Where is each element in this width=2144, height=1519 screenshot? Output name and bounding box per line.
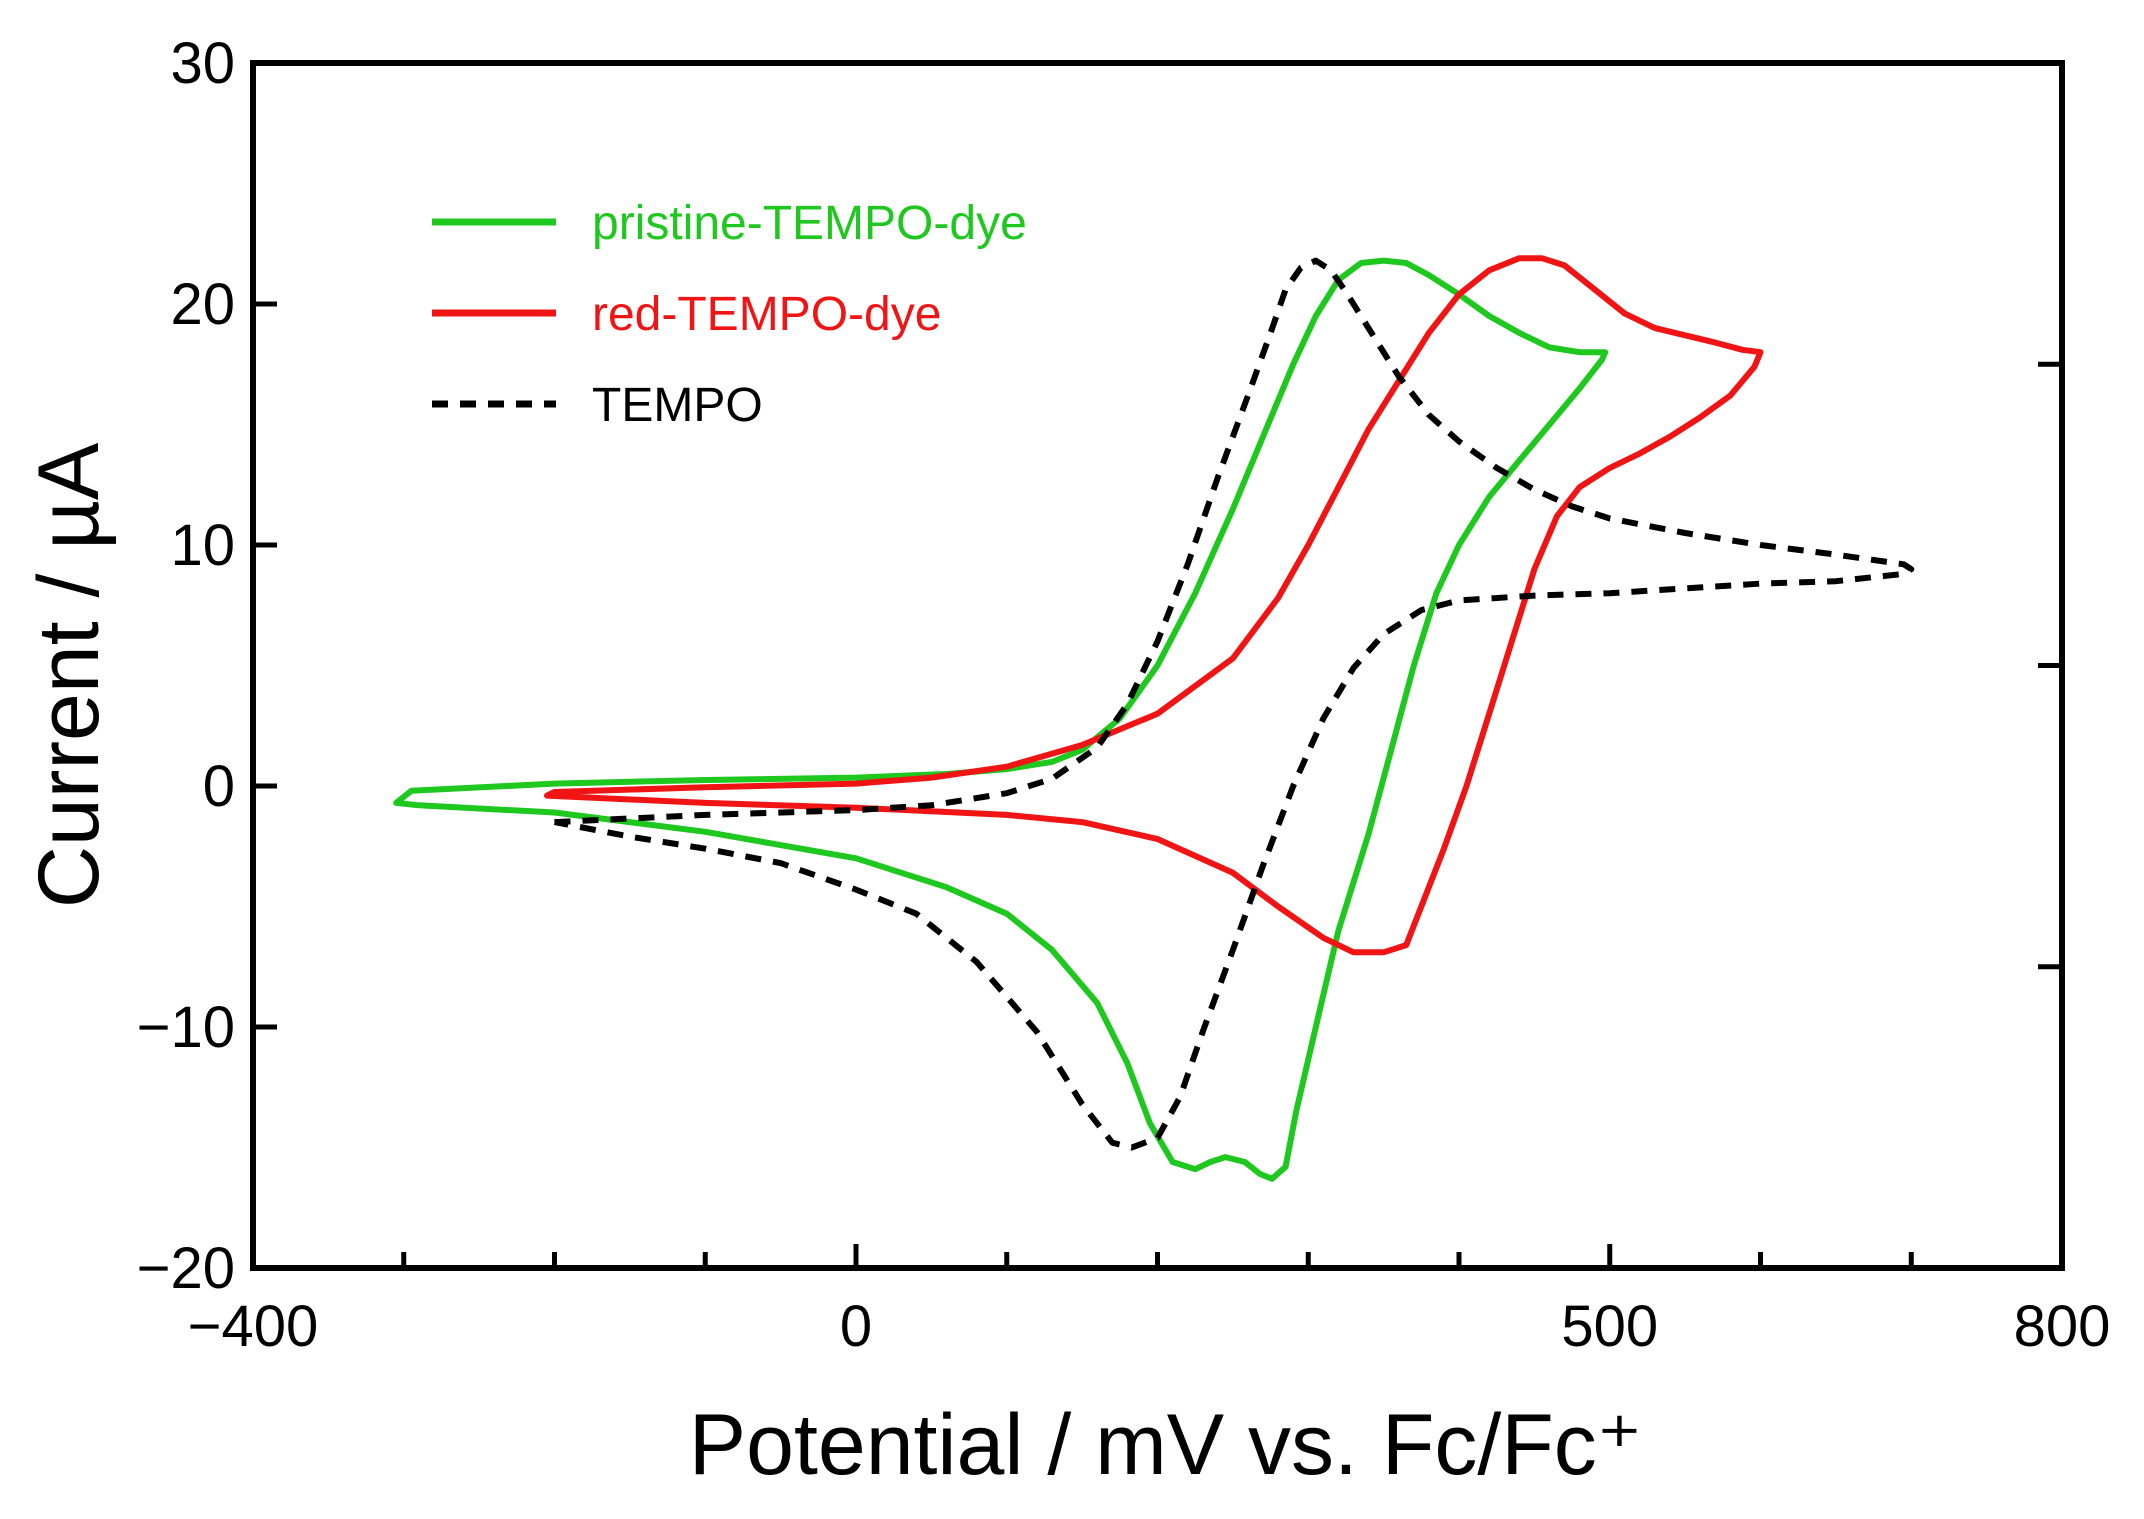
series-line-1	[544, 255, 1764, 956]
series-line-2	[553, 257, 1915, 1151]
legend-label-2: TEMPO	[592, 379, 763, 432]
y-tick-label: 0	[203, 754, 235, 819]
x-tick-label: 800	[2014, 1294, 2111, 1359]
legend-label-0: pristine-TEMPO-dye	[592, 197, 1027, 250]
y-axis-label: Current / µA	[21, 442, 117, 908]
y-tick-label: −10	[137, 995, 235, 1060]
x-axis-label: Potential / mV vs. Fc/Fc⁺	[689, 1397, 1642, 1493]
y-tick-label: −20	[137, 1236, 235, 1301]
legend-label-1: red-TEMPO-dye	[592, 288, 941, 341]
ticks-layer: −400 0 500 800 −20 −10 0 10 20 30	[137, 31, 2111, 1359]
legend: pristine-TEMPO-dye red-TEMPO-dye TEMPO	[432, 197, 1027, 432]
x-tick-label: 0	[840, 1294, 872, 1359]
series-line-0	[393, 257, 1609, 1182]
x-tick-label: −400	[188, 1294, 319, 1359]
y-tick-label: 20	[170, 272, 235, 337]
y-tick-label: 10	[170, 513, 235, 578]
y-tick-label: 30	[170, 31, 235, 96]
x-tick-label: 500	[1561, 1294, 1658, 1359]
curves-layer	[393, 255, 1915, 1182]
